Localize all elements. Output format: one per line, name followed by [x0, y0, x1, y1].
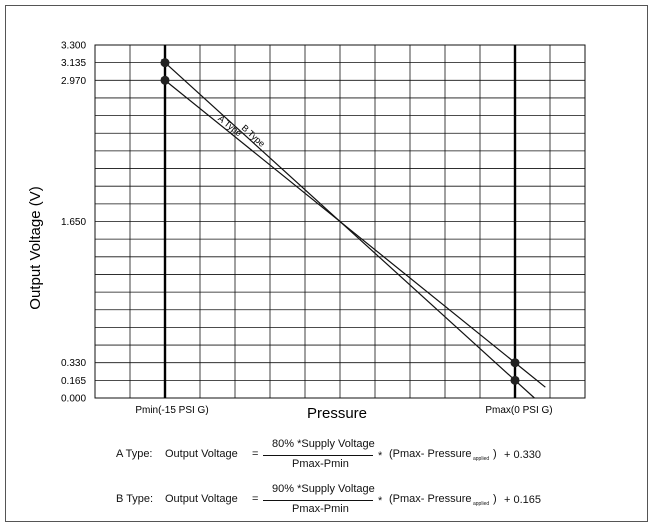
formula-multiply: *: [378, 450, 383, 462]
x-tick-label: Pmax(0 PSI G): [485, 405, 552, 416]
y-tick-labels: 3.300 3.135 2.970 1.650 0.330 0.165 0.000: [61, 41, 86, 405]
y-tick-label: 1.650: [61, 217, 86, 228]
series-line-a-type: [161, 77, 546, 388]
data-points: [160, 58, 520, 385]
y-tick-label: 3.135: [61, 58, 86, 69]
formula-a: A Type: Output Voltage = 80% *Supply Vol…: [0, 438, 655, 478]
formula-paren-open: (Pmax- Pressure: [389, 493, 472, 505]
formula-denominator: Pmax-Pmin: [292, 458, 349, 470]
formula-paren-open: (Pmax- Pressure: [389, 448, 472, 460]
y-tick-label: 3.300: [61, 41, 86, 52]
formula-lhs: Output Voltage: [165, 448, 238, 460]
formula-lhs: Output Voltage: [165, 493, 238, 505]
y-tick-label: 0.000: [61, 394, 86, 405]
fraction-bar: [263, 455, 373, 456]
fraction-bar: [263, 500, 373, 501]
y-tick-label: 0.165: [61, 376, 86, 387]
x-tick-labels: Pmin(-15 PSI G) Pmax(0 PSI G): [135, 405, 552, 416]
formula-type-label: A Type:: [116, 448, 153, 460]
series-label-b-type: B Type: [240, 123, 267, 149]
y-tick-label: 0.330: [61, 358, 86, 369]
reference-lines: [163, 45, 517, 398]
formula-paren-close: ): [493, 493, 497, 505]
series-line-b-type: [161, 59, 535, 399]
data-point-b-type: [510, 375, 520, 385]
series-lines: [161, 59, 546, 399]
formula-numerator: 90% *Supply Voltage: [272, 483, 375, 495]
x-tick-label: Pmin(-15 PSI G): [135, 405, 208, 416]
formula-denominator: Pmax-Pmin: [292, 503, 349, 515]
formula-subscript: applied: [473, 456, 490, 462]
formula-numerator: 80% *Supply Voltage: [272, 438, 375, 450]
formula-subscript: applied: [473, 501, 490, 507]
formula-tail: + 0.330: [504, 449, 542, 461]
formula-multiply: *: [378, 495, 383, 507]
x-axis-title: Pressure: [307, 405, 367, 422]
formula-paren-close: ): [493, 448, 497, 460]
y-axis-title: Output Voltage (V): [27, 186, 44, 309]
series-label-a-type: A Type: [216, 113, 244, 138]
data-point-b-type: [160, 58, 170, 68]
data-point-a-type: [160, 75, 170, 85]
formula-tail: + 0.165: [504, 494, 542, 506]
data-point-a-type: [510, 358, 520, 368]
grid: [94, 44, 586, 399]
y-tick-label: 2.970: [61, 76, 86, 87]
figure-frame: [5, 5, 648, 522]
formula-type-label: B Type:: [116, 493, 154, 505]
formula-b: B Type: Output Voltage = 90% *Supply Vol…: [0, 483, 655, 523]
formula-equals: =: [252, 493, 259, 505]
formula-equals: =: [252, 448, 259, 460]
